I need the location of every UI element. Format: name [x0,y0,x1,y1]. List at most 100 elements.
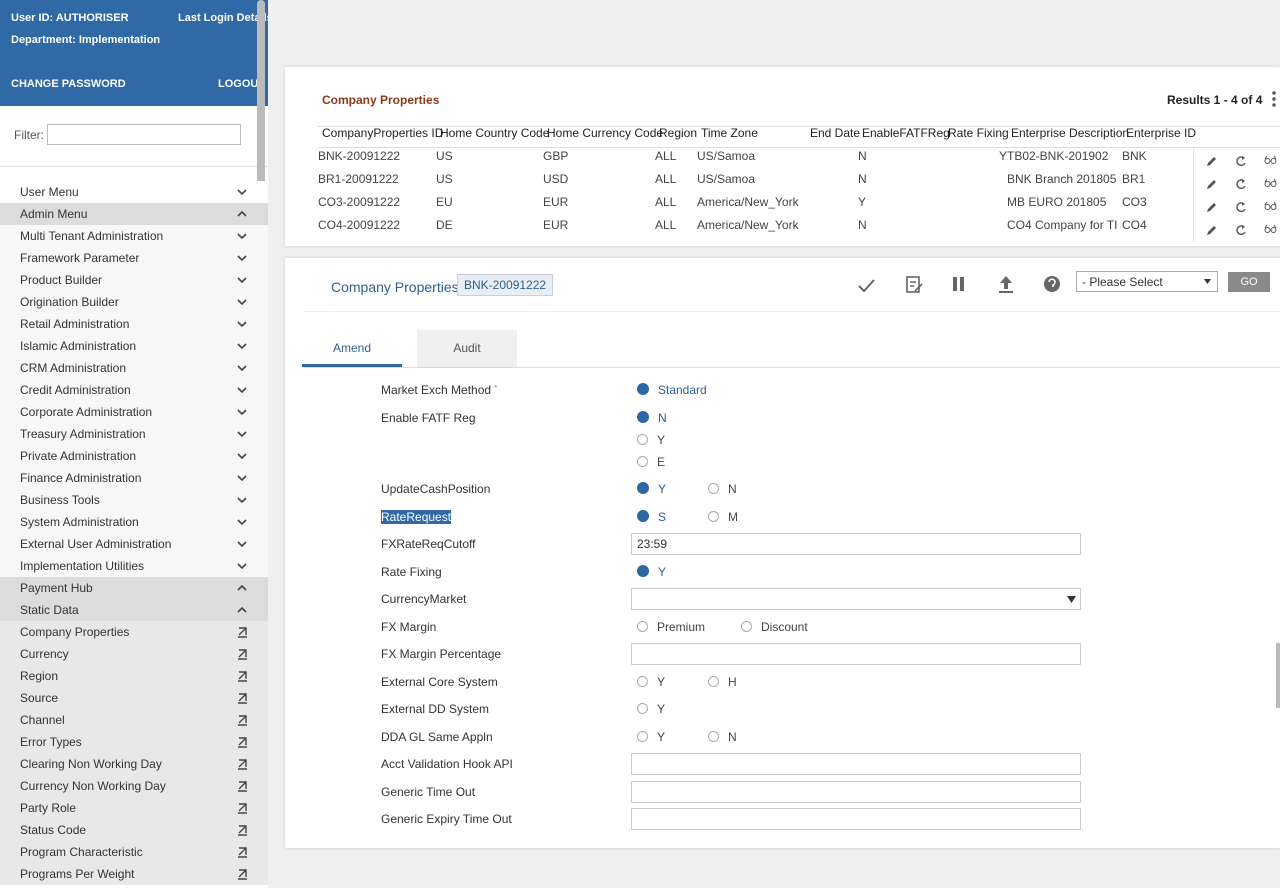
menu-item[interactable]: Corporate Administration [0,401,268,423]
last-login[interactable]: Last Login Details [178,12,273,24]
menu-item[interactable]: Product Builder [0,269,268,291]
text-input[interactable] [631,753,1081,775]
menu-item[interactable]: System Administration [0,511,268,533]
menu-icon[interactable] [236,670,248,682]
menu-icon[interactable] [236,802,248,814]
menu-icon[interactable] [236,824,248,836]
radio-option[interactable]: Y [637,730,665,744]
menu-item[interactable]: Static Data [0,599,268,621]
edit-icon[interactable] [1206,201,1218,213]
menu-item[interactable]: Program Characteristic [0,841,268,863]
text-input[interactable] [631,643,1081,665]
refresh-icon[interactable] [1235,224,1247,236]
radio[interactable] [637,482,649,494]
radio[interactable] [637,675,648,687]
menu-icon[interactable] [236,736,248,748]
menu-item[interactable]: Private Administration [0,445,268,467]
menu-item[interactable]: Treasury Administration [0,423,268,445]
view-icon[interactable] [1264,154,1277,166]
radio-option[interactable]: N [708,482,737,496]
menu-icon[interactable] [236,252,248,264]
menu-item[interactable]: Currency Non Working Day [0,775,268,797]
filter-input[interactable] [47,124,241,145]
menu-item[interactable]: Business Tools [0,489,268,511]
toolbar[interactable] [857,274,1077,296]
menu-item[interactable]: Status Code [0,819,268,841]
radio-option[interactable]: Y [637,482,666,496]
radio[interactable] [637,455,648,467]
text-input[interactable] [631,780,1081,803]
action-select[interactable]: - Please Select [1076,271,1218,292]
radio[interactable] [708,510,719,522]
menu-icon[interactable] [236,230,248,242]
menu-icon[interactable] [236,714,248,726]
menu-item[interactable]: User Menu [0,181,268,203]
radio-option[interactable]: Y [637,675,665,689]
menu-icon[interactable] [236,604,248,616]
text-input[interactable] [631,588,1081,610]
more-icon[interactable] [1271,91,1277,107]
menu-icon[interactable] [236,538,248,550]
menu-icon[interactable] [236,208,248,220]
tab[interactable]: Audit [417,330,517,367]
menu-icon[interactable] [236,186,248,198]
menu-icon[interactable] [236,296,248,308]
menu-icon[interactable] [236,560,248,572]
text-input[interactable]: 23:59 [631,533,1081,555]
radio-option[interactable]: Y [637,702,665,716]
radio-option[interactable]: H [708,675,737,689]
menu-icon[interactable] [236,406,248,418]
menu-icon[interactable] [236,648,248,660]
radio-option[interactable]: Y [637,433,665,447]
menu-item[interactable]: Programs Per Weight [0,863,268,885]
menu-icon[interactable] [236,494,248,506]
menu-item[interactable]: Region [0,665,268,687]
menu-item[interactable]: Admin Menu [0,203,268,225]
radio-option[interactable]: Y [637,564,666,579]
menu-icon[interactable] [236,692,248,704]
radio[interactable] [637,703,648,714]
radio-option[interactable]: Premium [637,620,705,634]
view-icon[interactable] [1264,177,1277,189]
radio[interactable] [637,620,648,632]
radio-option[interactable]: M [708,510,738,524]
menu-icon[interactable] [236,318,248,330]
menu-icon[interactable] [236,758,248,770]
radio[interactable] [637,383,649,395]
view-icon[interactable] [1264,223,1277,235]
menu-item[interactable]: CRM Administration [0,357,268,379]
menu-item[interactable]: Credit Administration [0,379,268,401]
view-icon[interactable] [1264,200,1277,212]
menu-icon[interactable] [236,340,248,352]
menu-item[interactable]: Source [0,687,268,709]
refresh-icon[interactable] [1235,178,1247,190]
menu-item[interactable]: Payment Hub [0,577,268,599]
radio[interactable] [708,675,719,687]
radio-option[interactable]: E [637,455,665,469]
select-arrow[interactable] [1067,596,1076,603]
radio[interactable] [637,564,649,577]
menu-item[interactable]: Implementation Utilities [0,555,268,577]
menu-icon[interactable] [236,516,248,528]
menu-icon[interactable] [236,450,248,462]
radio[interactable] [637,433,648,445]
menu-icon[interactable] [236,428,248,440]
edit-icon[interactable] [1206,155,1218,167]
radio[interactable] [637,730,648,742]
radio[interactable] [637,410,649,423]
menu-icon[interactable] [236,582,248,594]
menu-icon[interactable] [236,626,248,638]
menu-item[interactable]: Currency [0,643,268,665]
refresh-icon[interactable] [1235,201,1247,213]
menu-item[interactable]: Error Types [0,731,268,753]
change-password[interactable]: CHANGE PASSWORD [11,78,126,90]
tab[interactable]: Amend [302,330,402,367]
radio-option[interactable]: Standard [637,383,707,397]
refresh-icon[interactable] [1235,155,1247,167]
menu-item[interactable]: External User Administration [0,533,268,555]
radio[interactable] [708,483,719,494]
menu-item[interactable]: Company Properties [0,621,268,643]
radio-option[interactable]: S [637,509,666,524]
edit-icon[interactable] [1206,178,1218,190]
form-scrollbar[interactable] [1276,643,1280,708]
